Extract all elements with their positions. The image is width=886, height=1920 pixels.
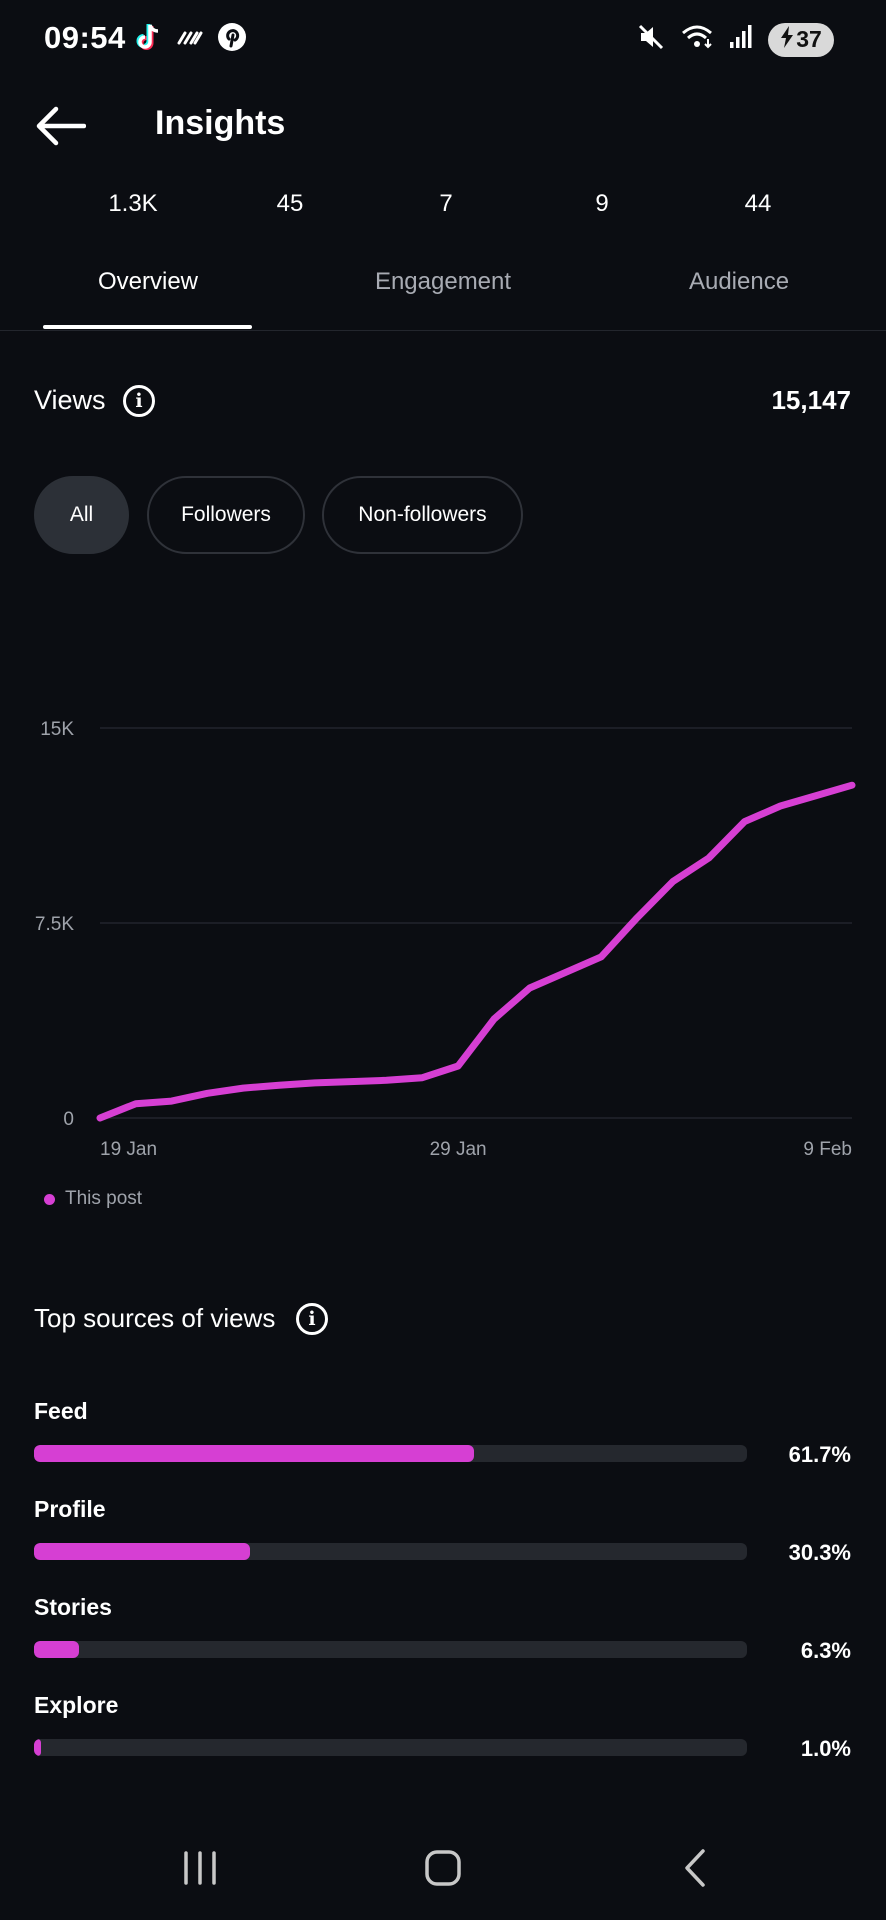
y-tick-label: 0 — [63, 1109, 74, 1130]
legend-label: This post — [65, 1188, 143, 1209]
back-nav-icon — [681, 1848, 711, 1893]
x-tick-label: 29 Jan — [430, 1139, 487, 1160]
back-button[interactable] — [30, 100, 90, 156]
stat-value: 44 — [744, 190, 772, 217]
source-value-explore: 1.0% — [800, 1736, 851, 1761]
back-nav-button[interactable] — [666, 1845, 726, 1895]
source-bar-fill-stories — [34, 1641, 79, 1658]
sources-title: Top sources of views — [34, 1303, 276, 1333]
recent-apps-button[interactable] — [170, 1845, 230, 1895]
source-bar-track — [34, 1543, 747, 1560]
legend-dot — [44, 1193, 55, 1205]
cell-signal-icon — [728, 23, 754, 56]
tab-audience[interactable]: Audience — [688, 268, 790, 295]
status-time: 09:54 — [44, 20, 126, 55]
source-bar-fill-explore — [34, 1739, 42, 1756]
stat-value: 45 — [276, 190, 304, 217]
chart-legend: This post — [44, 1188, 142, 1210]
source-label-stories: Stories — [34, 1594, 112, 1620]
y-tick-label: 7.5K — [35, 914, 74, 935]
filter-chip-non-followers[interactable]: Non-followers — [322, 476, 523, 554]
stat-value: 1.3K — [108, 190, 158, 217]
source-label-feed: Feed — [34, 1398, 88, 1424]
recent-apps-icon — [180, 1850, 220, 1891]
sources-info-button[interactable]: i — [296, 1303, 328, 1335]
arrow-left-icon — [34, 106, 87, 151]
charging-bolt-icon — [780, 25, 794, 54]
tab-engagement[interactable]: Engagement — [374, 268, 512, 295]
tiktok-icon — [135, 22, 161, 57]
views-label: Views — [34, 385, 106, 415]
page-title: Insights — [155, 104, 286, 142]
source-value-feed: 61.7% — [788, 1442, 851, 1467]
source-bar-fill-profile — [34, 1543, 251, 1560]
x-tick-label: 19 Jan — [100, 1139, 157, 1160]
status-left-icons — [135, 22, 247, 57]
mute-icon — [636, 22, 666, 57]
wifi-icon — [680, 22, 714, 57]
info-icon: i — [135, 390, 143, 412]
status-right-icons: 37 — [636, 22, 834, 57]
series-line-this-post — [96, 781, 856, 1122]
source-value-profile: 30.3% — [788, 1540, 851, 1565]
signal-stripes-icon — [175, 23, 203, 56]
x-tick-label: 9 Feb — [803, 1139, 852, 1160]
views-line-chart: 15K 7.5K 0 19 Jan 29 Jan 9 Feb — [35, 719, 856, 1160]
home-icon — [423, 1848, 463, 1893]
source-label-explore: Explore — [34, 1692, 119, 1718]
stat-value: 9 — [595, 190, 609, 217]
source-label-profile: Profile — [34, 1496, 106, 1522]
views-info-button[interactable]: i — [123, 385, 155, 417]
source-bar-track — [34, 1641, 747, 1658]
active-tab-indicator — [43, 325, 252, 329]
source-bar-fill-feed — [34, 1445, 474, 1462]
battery-indicator: 37 — [768, 22, 834, 57]
info-icon: i — [308, 1308, 316, 1330]
views-total: 15,147 — [771, 385, 851, 415]
tabs-divider — [0, 330, 886, 331]
tab-overview[interactable]: Overview — [97, 268, 199, 295]
filter-chip-all[interactable]: All — [34, 476, 129, 554]
source-value-stories: 6.3% — [800, 1638, 851, 1663]
battery-level: 37 — [796, 26, 822, 52]
y-tick-label: 15K — [40, 719, 74, 740]
pinterest-icon — [217, 22, 247, 57]
home-button[interactable] — [413, 1845, 473, 1895]
source-bar-track — [34, 1739, 747, 1756]
filter-chip-followers[interactable]: Followers — [147, 476, 305, 554]
source-bar-track — [34, 1445, 747, 1462]
stat-value: 7 — [439, 190, 453, 217]
